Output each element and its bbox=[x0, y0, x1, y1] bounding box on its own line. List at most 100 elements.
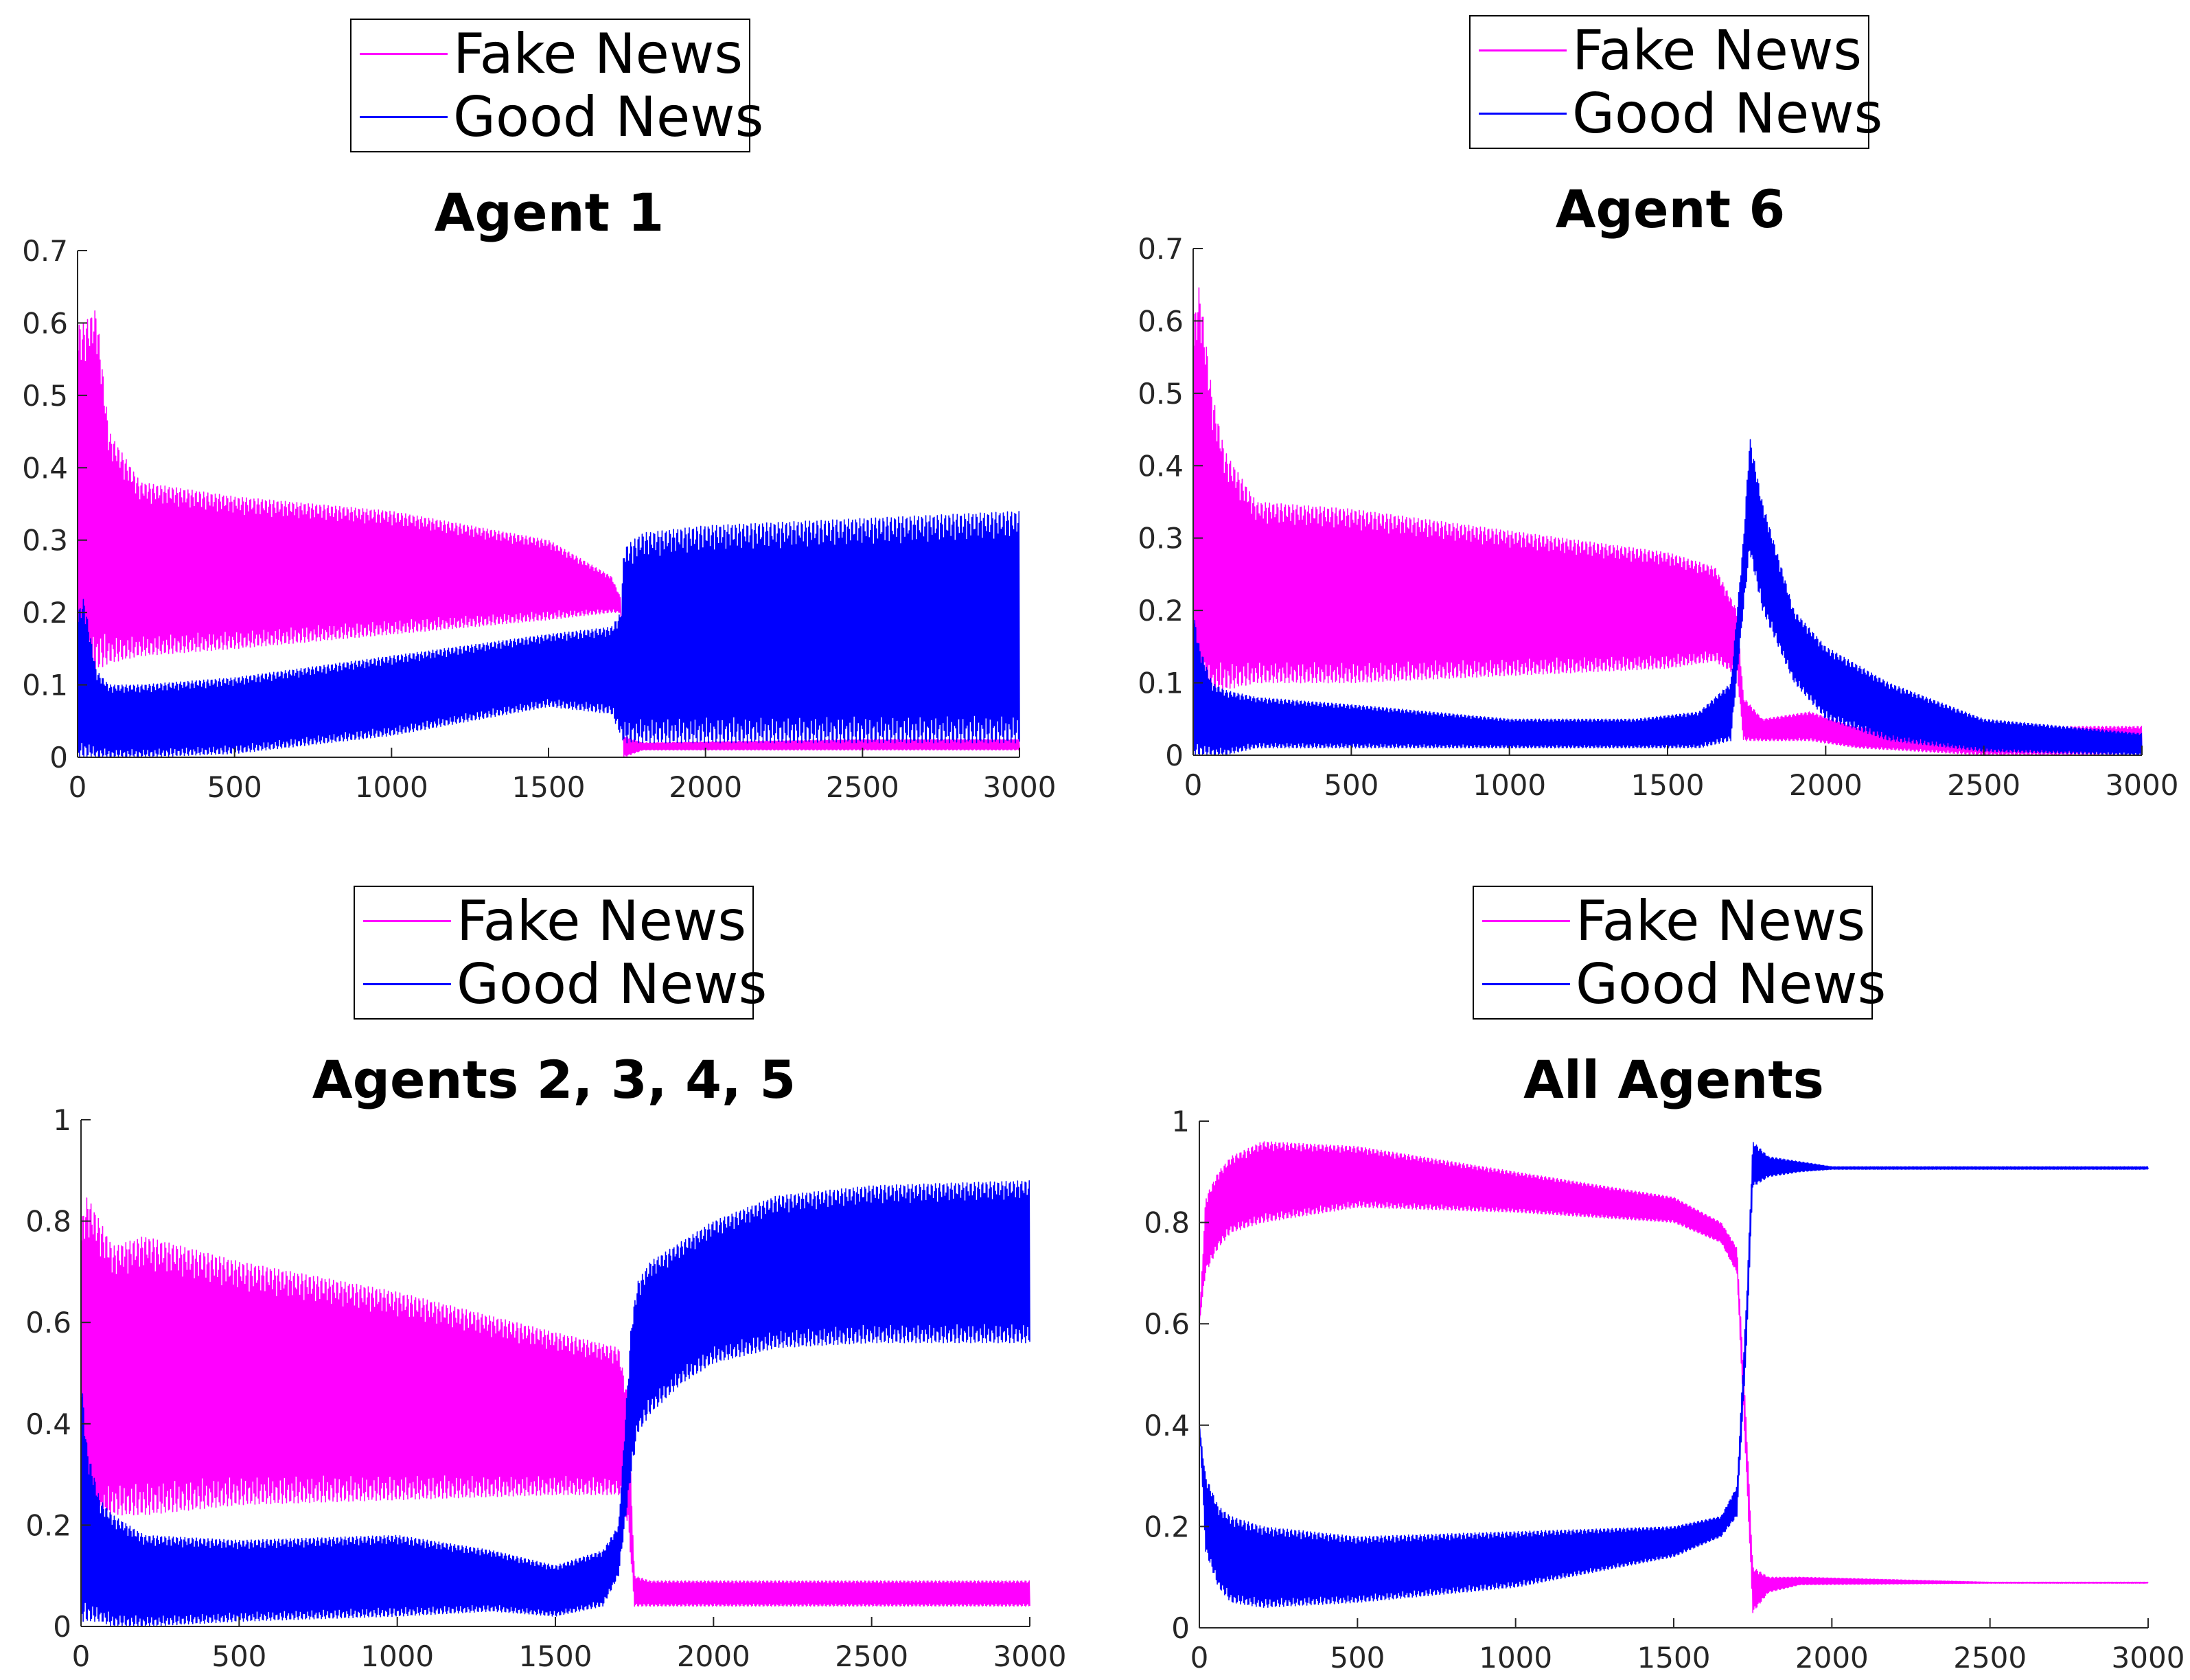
legend-entry-fake: Fake News bbox=[1474, 890, 1871, 953]
x-tick-label: 0 bbox=[1184, 768, 1203, 802]
x-tick-label: 500 bbox=[1330, 1641, 1385, 1675]
x-tick-label: 2500 bbox=[826, 770, 899, 804]
x-tick-label: 1000 bbox=[1479, 1641, 1552, 1675]
x-tick-label: 2500 bbox=[835, 1639, 908, 1673]
legend-swatch-fake bbox=[360, 53, 448, 55]
y-tick-label: 0.7 bbox=[1138, 232, 1184, 266]
plot-area: 0 500 1000 1500 2000 2500 3000 0 0.2 0.4 0.6 0.8 1 bbox=[25, 1103, 1067, 1673]
chart-title: Agents 2, 3, 4, 5 bbox=[312, 1049, 796, 1110]
y-tick-label: 0.2 bbox=[1144, 1510, 1190, 1543]
y-tick-label: 0.6 bbox=[1144, 1307, 1190, 1341]
x-tick-label: 2500 bbox=[1947, 768, 2020, 802]
y-tick-label: 0.8 bbox=[25, 1205, 71, 1239]
x-tick-label: 2500 bbox=[1953, 1641, 2027, 1675]
y-tick-label: 0.5 bbox=[22, 379, 68, 413]
x-tick-label: 1000 bbox=[1473, 768, 1546, 802]
x-tick-label: 1500 bbox=[519, 1639, 592, 1673]
series-line-good-news bbox=[1199, 1142, 2149, 1608]
chart-panel-agent-1: Fake News Good News Agent 1 0 500 1000 1500… bbox=[0, 0, 1095, 840]
y-tick-label: 0.1 bbox=[22, 669, 68, 702]
legend: Fake News Good News bbox=[354, 886, 767, 1020]
y-tick-label: 1 bbox=[53, 1103, 71, 1137]
x-tick-label: 500 bbox=[207, 770, 262, 804]
y-tick-label: 0.4 bbox=[1144, 1409, 1190, 1442]
chart-panel-agents-2-5: Fake News Good News Agents 2, 3, 4, 5 0 5… bbox=[0, 840, 1095, 1680]
x-tick-label: 2000 bbox=[677, 1639, 750, 1673]
x-tick-label: 2000 bbox=[1789, 768, 1863, 802]
legend: Fake News Good News bbox=[1473, 886, 1886, 1020]
legend-swatch-fake bbox=[363, 920, 451, 922]
chart-title: Agent 1 bbox=[434, 182, 665, 243]
y-tick-label: 0.4 bbox=[22, 451, 68, 485]
x-tick-label: 2000 bbox=[1795, 1641, 1869, 1675]
legend-swatch-good bbox=[1479, 113, 1567, 115]
plot-area: 0 500 1000 1500 2000 2500 3000 0 0.1 0.2 0.3 0.4 0.5… bbox=[1138, 232, 2179, 802]
legend-entry-good: Good News bbox=[351, 86, 763, 149]
y-tick-label: 0.6 bbox=[25, 1306, 71, 1339]
y-tick-label: 0 bbox=[1171, 1611, 1190, 1645]
legend-swatch-fake bbox=[1482, 920, 1570, 922]
x-tick-label: 3000 bbox=[2112, 1641, 2185, 1675]
legend-label-good: Good News bbox=[1576, 952, 1887, 1016]
legend-label-fake: Fake News bbox=[457, 889, 746, 953]
x-tick-label: 500 bbox=[211, 1639, 266, 1673]
plot-area: 0 500 1000 1500 2000 2500 3000 0 0.2 0.4 0.6 0.8 1 bbox=[1144, 1105, 2185, 1675]
x-tick-label: 1500 bbox=[1631, 768, 1705, 802]
y-tick-label: 0.5 bbox=[1138, 377, 1184, 411]
x-tick-label: 3000 bbox=[983, 770, 1057, 804]
chart-panel-agent-6: Fake News Good News Agent 6 0 500 1000 1500… bbox=[1095, 0, 2190, 840]
legend: Fake News Good News bbox=[350, 19, 763, 152]
y-tick-label: 0 bbox=[49, 741, 68, 774]
legend-label-good: Good News bbox=[1572, 82, 1883, 146]
y-tick-label: 0.6 bbox=[22, 306, 68, 340]
x-tick-label: 500 bbox=[1324, 768, 1379, 802]
legend-label-fake: Fake News bbox=[1572, 19, 1862, 82]
legend-label-good: Good News bbox=[457, 952, 768, 1016]
x-tick-label: 3000 bbox=[2106, 768, 2179, 802]
x-tick-label: 1000 bbox=[355, 770, 428, 804]
series-line-fake-news bbox=[1192, 287, 2143, 756]
y-tick-label: 0.7 bbox=[22, 234, 68, 268]
x-tick-label: 0 bbox=[69, 770, 87, 804]
y-tick-label: 0.4 bbox=[1138, 449, 1184, 483]
legend-entry-fake: Fake News bbox=[351, 23, 749, 86]
chart-title: Agent 6 bbox=[1555, 179, 1786, 240]
x-tick-label: 0 bbox=[1190, 1641, 1209, 1675]
legend-entry-fake: Fake News bbox=[355, 890, 752, 953]
y-tick-label: 0.3 bbox=[1138, 522, 1184, 555]
y-tick-label: 0.6 bbox=[1138, 304, 1184, 338]
plot-area: 0 500 1000 1500 2000 2500 3000 0 0.1 0.2 0.3 0.4 0.5… bbox=[22, 234, 1057, 804]
x-tick-label: 2000 bbox=[669, 770, 742, 804]
y-tick-label: 1 bbox=[1171, 1105, 1190, 1138]
y-tick-label: 0 bbox=[1165, 739, 1184, 772]
legend-entry-good: Good News bbox=[1474, 953, 1886, 1016]
y-tick-label: 0.1 bbox=[1138, 667, 1184, 700]
legend-label-fake: Fake News bbox=[453, 22, 743, 86]
series-line-fake-news bbox=[80, 1197, 1030, 1607]
y-tick-label: 0.2 bbox=[1138, 594, 1184, 628]
x-tick-label: 1500 bbox=[1637, 1641, 1711, 1675]
x-tick-label: 3000 bbox=[993, 1639, 1067, 1673]
x-tick-label: 1000 bbox=[360, 1639, 434, 1673]
legend: Fake News Good News bbox=[1469, 15, 1882, 149]
y-tick-label: 0.8 bbox=[1144, 1206, 1190, 1240]
legend-label-good: Good News bbox=[453, 85, 764, 149]
legend-swatch-fake bbox=[1479, 49, 1567, 51]
legend-swatch-good bbox=[360, 116, 448, 118]
y-tick-label: 0.2 bbox=[22, 596, 68, 630]
legend-entry-fake: Fake News bbox=[1471, 19, 1868, 82]
y-tick-label: 0.3 bbox=[22, 524, 68, 557]
series-line-fake-news bbox=[1199, 1141, 2149, 1613]
chart-title: All Agents bbox=[1523, 1049, 1824, 1110]
legend-entry-good: Good News bbox=[355, 953, 767, 1016]
legend-entry-good: Good News bbox=[1471, 82, 1882, 146]
x-tick-label: 0 bbox=[72, 1639, 91, 1673]
legend-label-fake: Fake News bbox=[1576, 889, 1865, 953]
y-tick-label: 0.2 bbox=[25, 1508, 71, 1542]
y-tick-label: 0.4 bbox=[25, 1407, 71, 1441]
x-tick-label: 1500 bbox=[512, 770, 586, 804]
legend-swatch-good bbox=[1482, 983, 1570, 985]
chart-panel-all-agents: Fake News Good News All Agents 0 500 1000 1… bbox=[1095, 840, 2190, 1680]
y-tick-label: 0 bbox=[53, 1610, 71, 1644]
legend-swatch-good bbox=[363, 983, 451, 985]
